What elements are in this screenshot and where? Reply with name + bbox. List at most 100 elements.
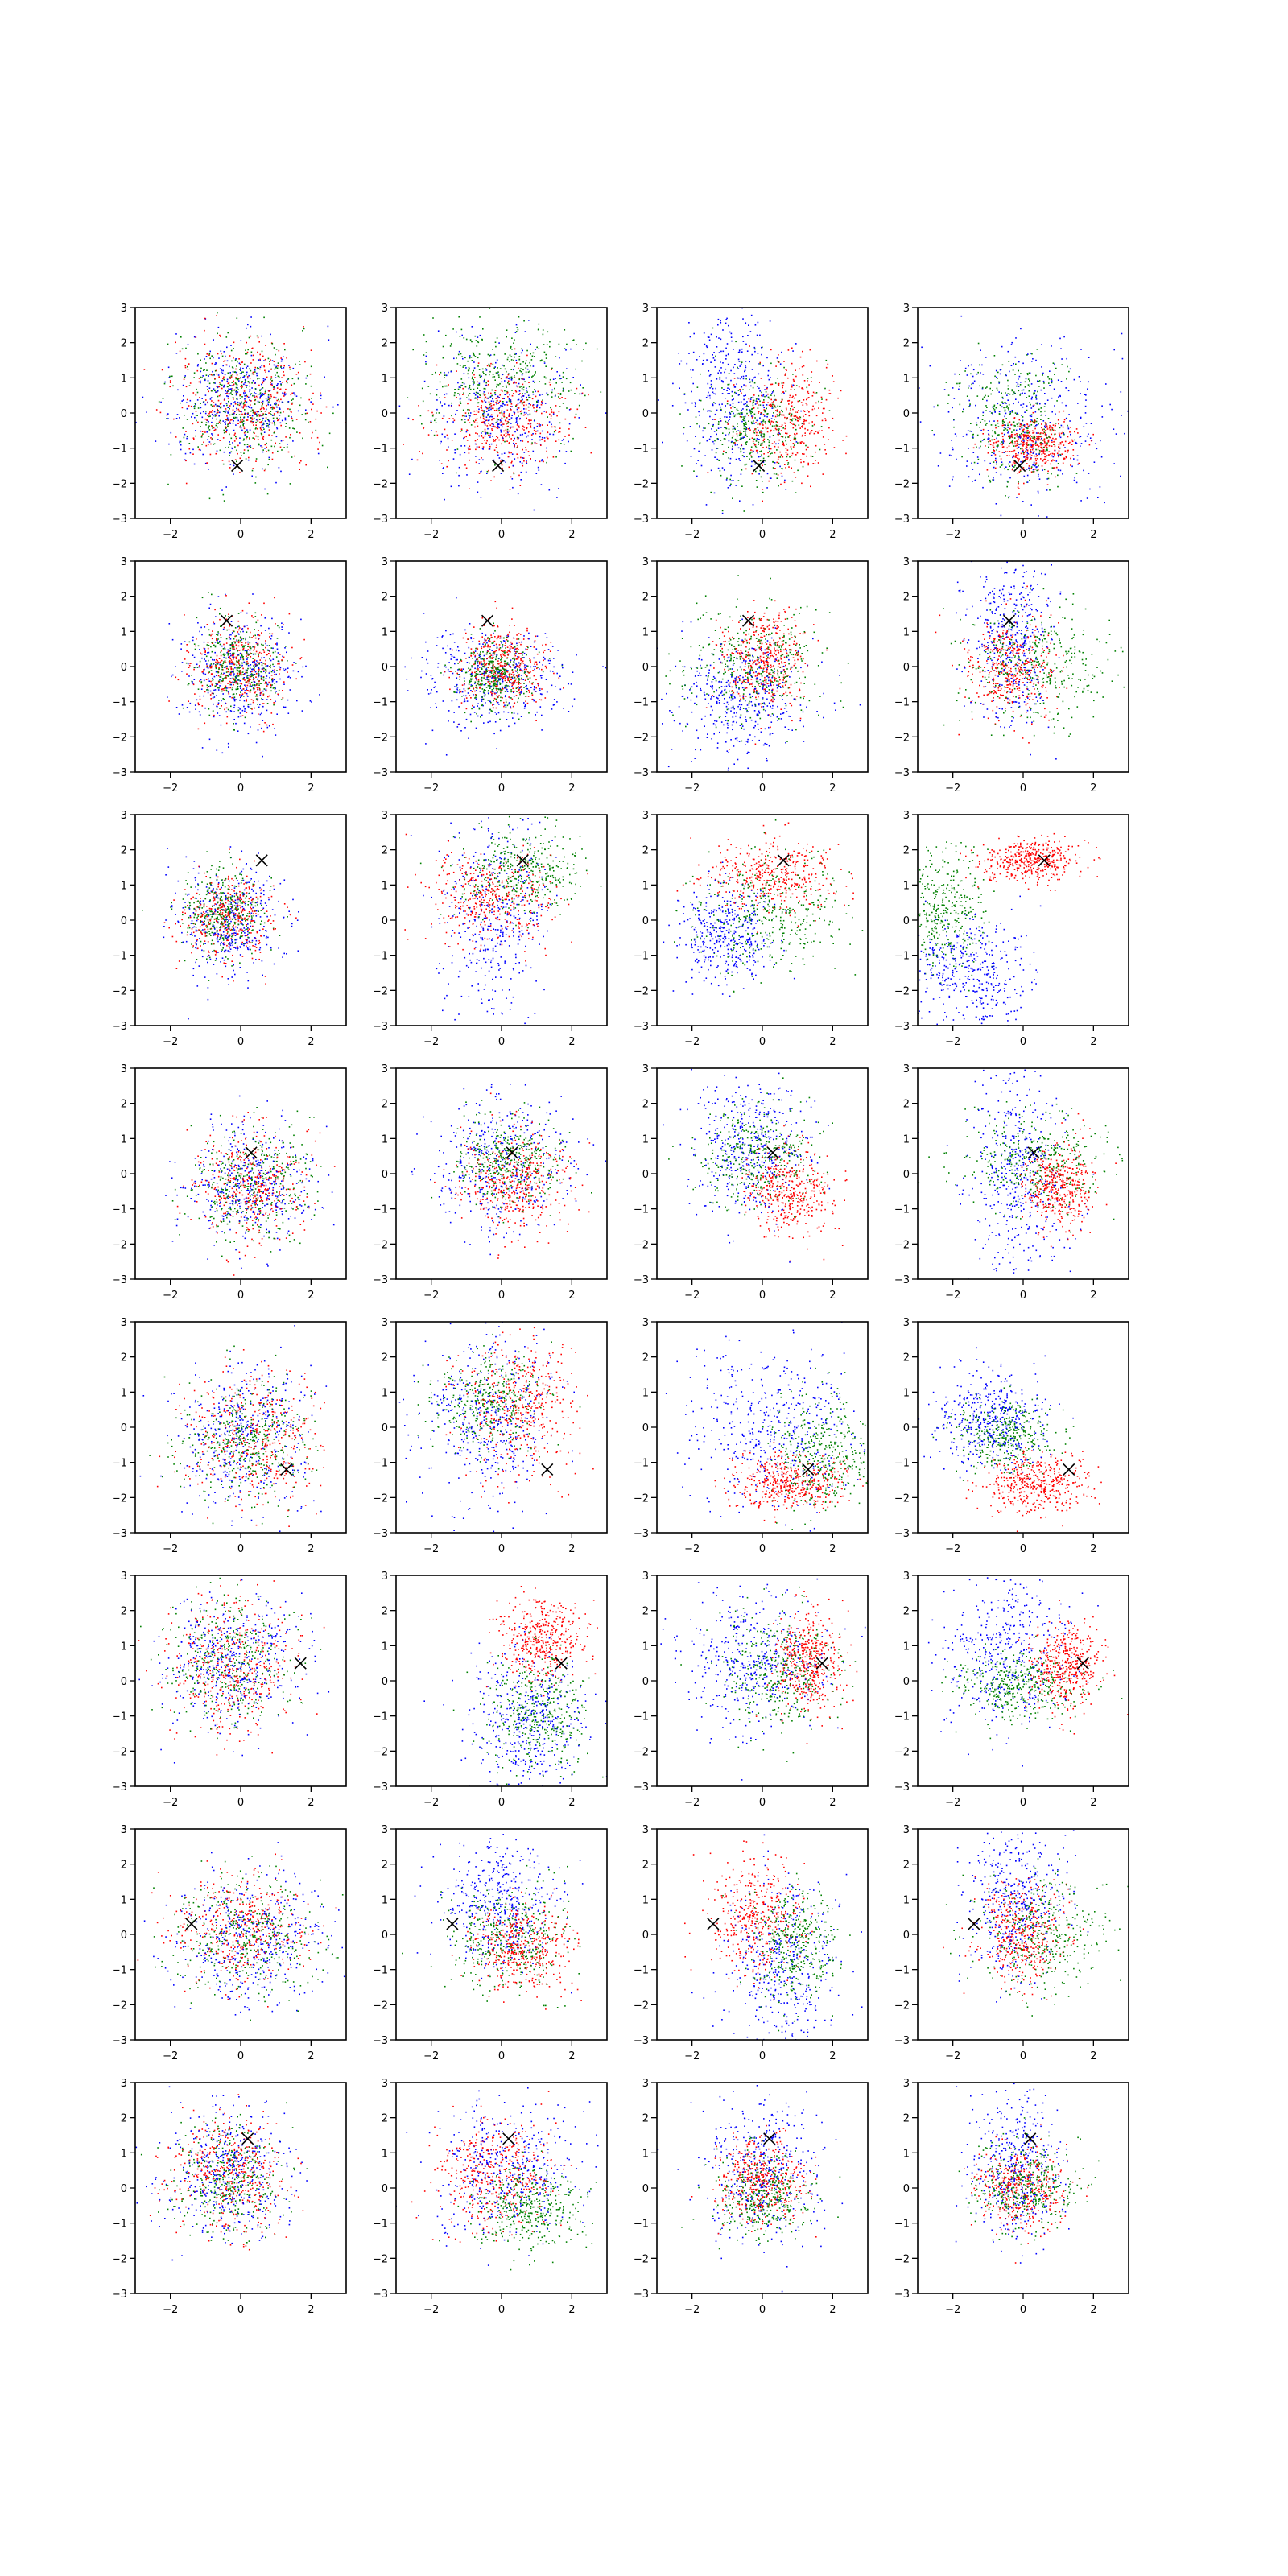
scatter-point-red bbox=[982, 428, 985, 431]
scatter-point-green bbox=[451, 415, 452, 417]
scatter-point-green bbox=[732, 431, 734, 433]
scatter-point-green bbox=[777, 383, 779, 385]
scatter-point-red bbox=[497, 427, 499, 429]
scatter-point-blue bbox=[440, 443, 441, 445]
scatter-point-green bbox=[753, 420, 754, 422]
scatter-point-red bbox=[212, 439, 213, 440]
scatter-point-red bbox=[311, 408, 312, 411]
scatter-point-red bbox=[236, 410, 237, 411]
scatter-point-blue bbox=[952, 448, 954, 451]
scatter-point-blue bbox=[716, 346, 718, 348]
scatter-point-green bbox=[208, 429, 211, 431]
x-tick-label: 0 bbox=[237, 529, 244, 541]
scatter-point-red bbox=[530, 443, 533, 445]
y-tick-label: 3 bbox=[382, 303, 388, 315]
scatter-point-blue bbox=[444, 394, 445, 396]
scatter-point-green bbox=[983, 396, 985, 398]
scatter-point-blue bbox=[228, 388, 229, 390]
scatter-point-green bbox=[576, 344, 577, 345]
scatter-point-blue bbox=[1035, 453, 1038, 455]
scatter-point-blue bbox=[689, 426, 691, 427]
scatter-point-blue bbox=[261, 335, 262, 337]
scatter-point-green bbox=[759, 469, 761, 472]
scatter-point-blue bbox=[762, 365, 764, 367]
scatter-point-red bbox=[193, 438, 195, 440]
scatter-point-green bbox=[766, 413, 768, 415]
scatter-point-red bbox=[474, 426, 476, 428]
scatter-point-red bbox=[503, 412, 505, 415]
scatter-point-green bbox=[261, 405, 263, 407]
scatter-point-red bbox=[243, 426, 245, 428]
scatter-point-red bbox=[217, 353, 219, 355]
scatter-point-red bbox=[1044, 456, 1046, 458]
scatter-point-green bbox=[464, 386, 467, 388]
scatter-point-green bbox=[308, 421, 309, 423]
scatter-point-blue bbox=[754, 463, 756, 465]
scatter-point-blue bbox=[1042, 469, 1043, 471]
scatter-point-red bbox=[1018, 460, 1019, 462]
scatter-point-red bbox=[791, 396, 793, 398]
scatter-point-green bbox=[481, 368, 484, 370]
scatter-point-green bbox=[959, 385, 960, 387]
scatter-point-green bbox=[545, 365, 547, 367]
scatter-point-blue bbox=[255, 413, 258, 415]
scatter-point-blue bbox=[168, 377, 171, 378]
scatter-point-green bbox=[748, 406, 749, 407]
scatter-point-blue bbox=[251, 415, 254, 417]
scatter-point-red bbox=[796, 411, 799, 413]
scatter-point-blue bbox=[1038, 435, 1039, 437]
scatter-point-red bbox=[481, 435, 483, 436]
scatter-point-red bbox=[806, 404, 808, 406]
scatter-point-blue bbox=[710, 436, 712, 438]
scatter-point-green bbox=[510, 345, 512, 348]
x-tick-label: −2 bbox=[163, 529, 178, 541]
scatter-point-green bbox=[489, 355, 491, 357]
scatter-point-red bbox=[590, 452, 592, 454]
scatter-point-red bbox=[486, 407, 488, 410]
scatter-point-green bbox=[453, 394, 456, 397]
scatter-point-blue bbox=[1039, 402, 1041, 405]
scatter-point-red bbox=[499, 412, 501, 414]
scatter-point-green bbox=[988, 441, 989, 443]
scatter-point-red bbox=[833, 447, 836, 448]
scatter-point-red bbox=[807, 391, 808, 393]
scatter-point-green bbox=[1029, 402, 1030, 403]
scatter-point-red bbox=[506, 417, 508, 419]
scatter-point-red bbox=[502, 390, 503, 392]
scatter-point-red bbox=[1035, 437, 1038, 440]
scatter-point-red bbox=[517, 411, 519, 413]
scatter-point-red bbox=[820, 402, 823, 403]
scatter-point-red bbox=[276, 411, 279, 414]
scatter-point-green bbox=[1029, 479, 1030, 481]
scatter-point-red bbox=[498, 439, 500, 441]
scatter-point-blue bbox=[510, 423, 512, 424]
scatter-point-blue bbox=[277, 383, 279, 385]
scatter-point-red bbox=[1034, 469, 1036, 470]
scatter-point-red bbox=[998, 451, 1001, 452]
scatter-point-green bbox=[1008, 408, 1009, 411]
scatter-point-green bbox=[1075, 473, 1078, 474]
scatter-point-red bbox=[996, 441, 998, 443]
scatter-point-green bbox=[795, 385, 798, 386]
scatter-point-blue bbox=[997, 402, 999, 405]
scatter-point-red bbox=[239, 363, 242, 365]
scatter-point-red bbox=[733, 384, 735, 386]
scatter-point-blue bbox=[698, 450, 700, 452]
scatter-point-red bbox=[192, 453, 194, 455]
scatter-point-green bbox=[511, 349, 513, 350]
scatter-point-green bbox=[496, 337, 498, 339]
scatter-point-green bbox=[990, 382, 992, 384]
scatter-point-blue bbox=[430, 420, 432, 423]
scatter-point-blue bbox=[455, 413, 456, 415]
scatter-point-red bbox=[259, 358, 261, 361]
scatter-point-green bbox=[286, 382, 288, 384]
scatter-point-red bbox=[523, 460, 525, 462]
scatter-point-blue bbox=[511, 453, 514, 455]
scatter-point-red bbox=[1022, 430, 1023, 431]
scatter-point-blue bbox=[246, 365, 249, 367]
scatter-point-red bbox=[789, 412, 791, 415]
scatter-point-green bbox=[961, 456, 963, 458]
scatter-point-green bbox=[425, 363, 427, 365]
scatter-point-red bbox=[1041, 423, 1042, 425]
scatter-point-green bbox=[327, 466, 328, 469]
